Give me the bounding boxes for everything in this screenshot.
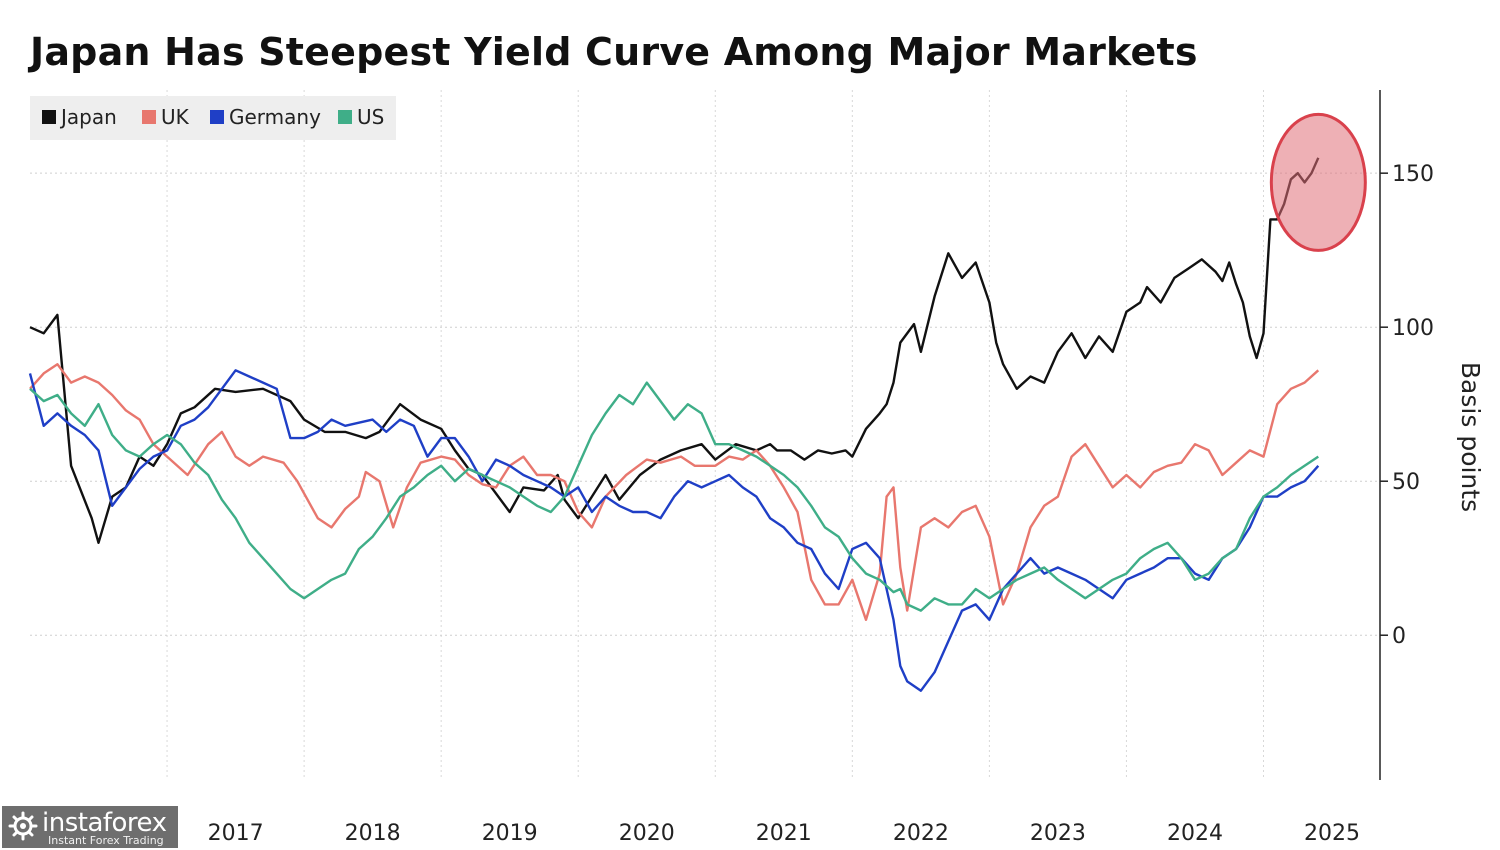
series-line-germany	[28, 369, 1320, 692]
series-line-japan	[29, 157, 1320, 544]
y-tick-label-0: 0	[1392, 624, 1406, 649]
legend-swatch-japan	[42, 110, 56, 124]
y-tick-label-100: 100	[1392, 316, 1434, 341]
y-axis-label: Basis points	[1456, 362, 1485, 512]
x-tick-label-2024: 2024	[1167, 821, 1223, 846]
legend-swatch-germany	[210, 110, 224, 124]
legend-label-uk: UK	[161, 105, 190, 129]
watermark-tagline: Instant Forex Trading	[48, 834, 164, 847]
series-line-uk	[29, 363, 1320, 621]
legend-label-japan: Japan	[59, 105, 117, 129]
legend-label-germany: Germany	[229, 105, 321, 129]
x-tick-label-2019: 2019	[482, 821, 538, 846]
chart-title: Japan Has Steepest Yield Curve Among Maj…	[30, 30, 1198, 74]
x-tick-label-2022: 2022	[893, 821, 949, 846]
legend-swatch-uk	[142, 110, 156, 124]
x-tick-label-2021: 2021	[756, 821, 812, 846]
grid-layer	[30, 90, 1380, 780]
highlight-circle	[1269, 112, 1367, 252]
x-tick-label-2023: 2023	[1030, 821, 1086, 846]
y-tick-label-150: 150	[1392, 162, 1434, 187]
y-tick-label-50: 50	[1392, 470, 1420, 495]
gear-logo-icon	[8, 811, 38, 841]
axis-layer: 2017 2018 2019 2020 2021 2022 2023 2024 2025 0 50 1…	[208, 90, 1485, 846]
series-line-us	[29, 381, 1319, 612]
legend-label-us: US	[357, 105, 384, 129]
x-tick-label-2018: 2018	[345, 821, 401, 846]
x-tick-label-2017: 2017	[208, 821, 264, 846]
x-tick-label-2025: 2025	[1304, 821, 1360, 846]
watermark-brand: instaforex	[42, 808, 167, 838]
series-layer	[28, 157, 1320, 692]
chart-legend: Japan UK Germany US	[30, 96, 396, 140]
x-tick-label-2020: 2020	[619, 821, 675, 846]
legend-swatch-us	[338, 110, 352, 124]
annotation-layer	[1269, 112, 1367, 252]
watermark-logo: instaforex Instant Forex Trading	[2, 806, 178, 848]
